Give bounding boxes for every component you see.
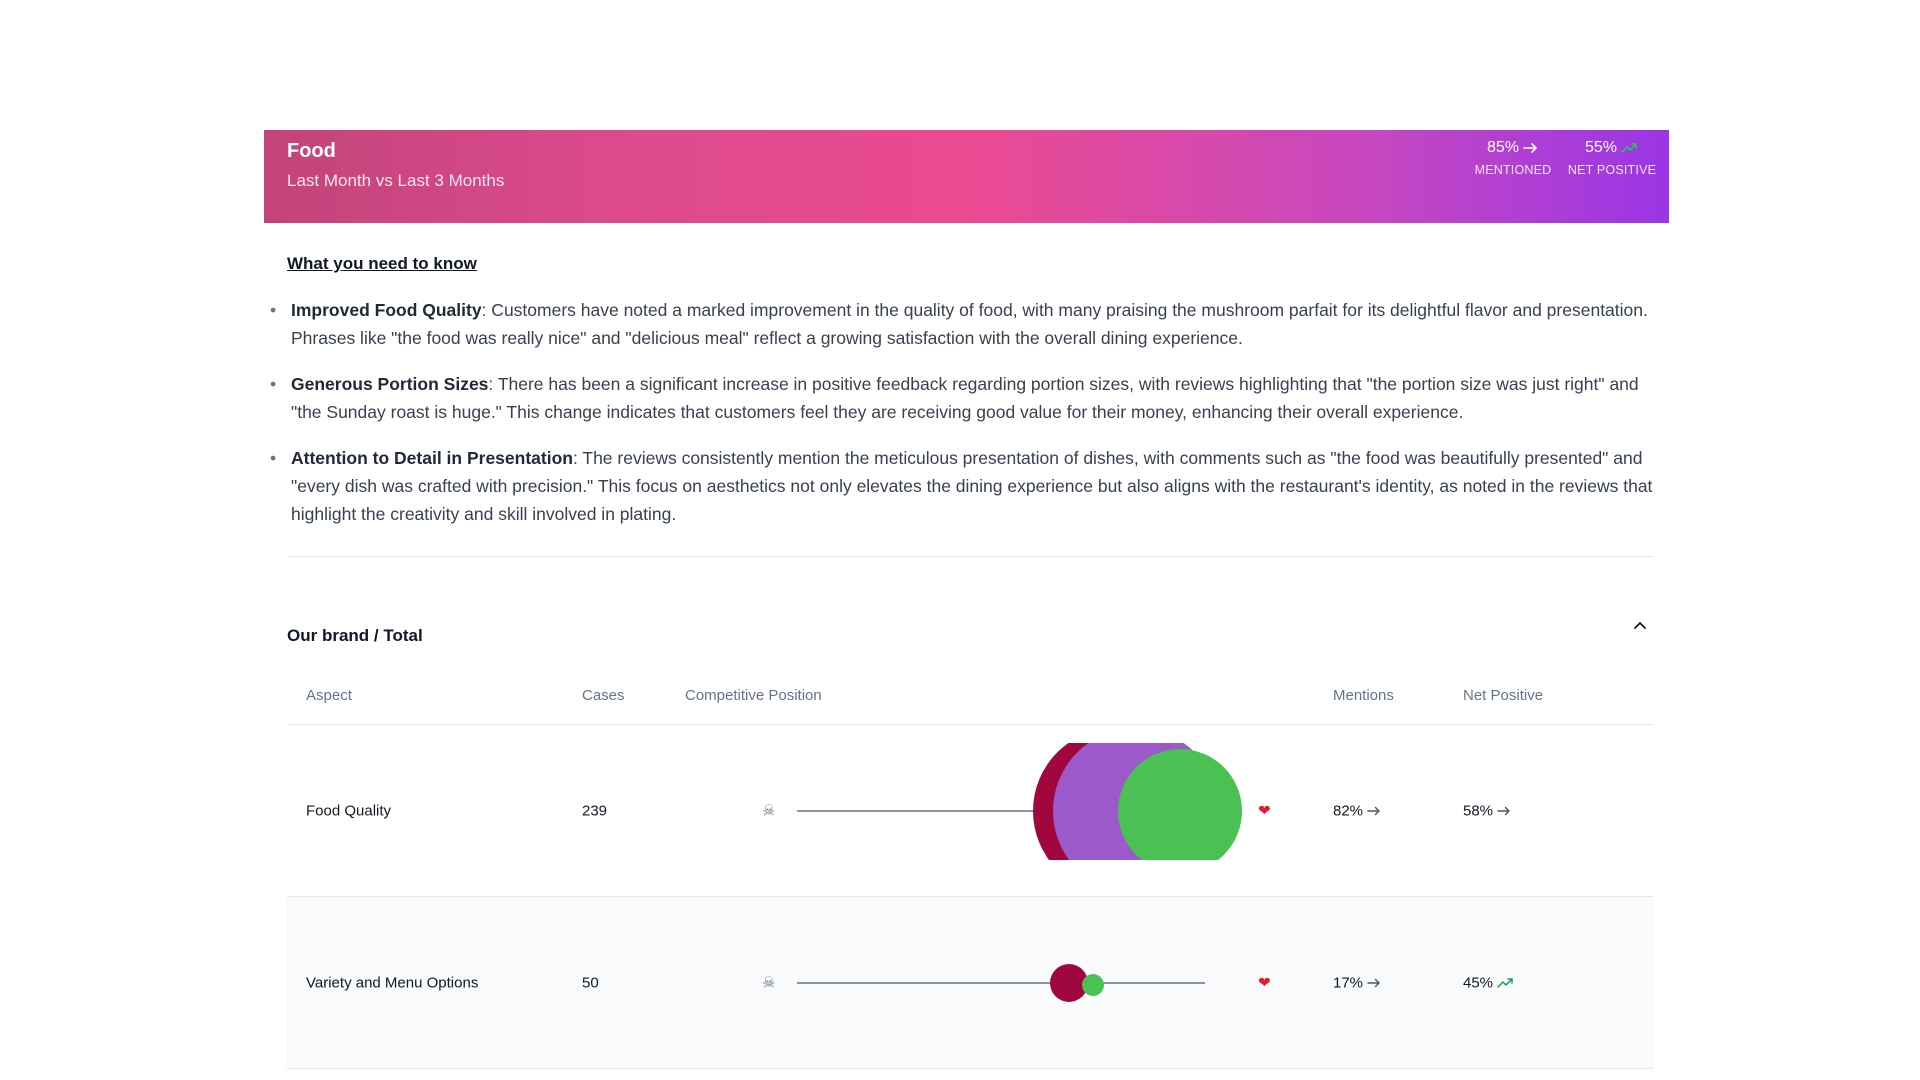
mentions-value-cell: 17% — [1333, 974, 1382, 991]
arrow-right-icon — [1497, 806, 1510, 815]
mentions-value-cell: 82% — [1333, 802, 1382, 819]
insight-item: • Improved Food Quality: Customers have … — [264, 296, 1654, 352]
skull-icon: ☠ — [762, 801, 776, 819]
net-positive-value: 58% — [1463, 802, 1494, 819]
summary-title: What you need to know — [287, 254, 477, 273]
category-title: Food — [287, 140, 336, 162]
mentioned-value: 85% — [1486, 139, 1520, 156]
trend-up-icon — [1497, 977, 1513, 988]
column-header-net-positive[interactable]: Net Positive — [1463, 687, 1544, 704]
aspect-table: Aspect Cases Competitive Position Mentio… — [287, 670, 1653, 1069]
mentions-value: 17% — [1333, 974, 1364, 991]
category-banner: Food Last Month vs Last 3 Months 85% MEN… — [264, 130, 1669, 223]
column-header-aspect[interactable]: Aspect — [306, 687, 352, 704]
competitive-position-chart — [797, 743, 1242, 860]
skull-icon: ☠ — [762, 973, 776, 991]
cases-count: 239 — [582, 802, 608, 819]
trend-up-icon — [1621, 143, 1637, 153]
insight-text: : There has been a significant increase … — [291, 374, 1639, 422]
section-divider — [287, 556, 1653, 557]
brand-section-title: Our brand / Total — [287, 626, 423, 645]
net-positive-value: 45% — [1463, 974, 1494, 991]
collapse-button[interactable] — [1630, 616, 1650, 636]
insight-heading: Generous Portion Sizes — [291, 374, 489, 394]
insight-heading: Attention to Detail in Presentation — [291, 448, 573, 468]
net-positive-value: 55% — [1584, 139, 1618, 156]
bubble-our-brand — [1118, 749, 1242, 860]
insight-text: : The reviews consistently mention the m… — [291, 448, 1653, 524]
aspect-name: Variety and Menu Options — [306, 974, 479, 991]
comparison-period: Last Month vs Last 3 Months — [287, 171, 505, 190]
net-positive-label: NET POSITIVE — [1567, 163, 1657, 177]
table-row[interactable]: Variety and Menu Options 50 ☠ ❤ 17% 45% — [287, 897, 1653, 1069]
mentions-value: 82% — [1333, 802, 1364, 819]
competitive-position-chart — [797, 964, 1205, 1002]
heart-icon: ❤ — [1258, 973, 1271, 991]
mentioned-stat: 85% MENTIONED — [1463, 139, 1563, 177]
net-positive-stat: 55% NET POSITIVE — [1562, 139, 1662, 177]
aspect-name: Food Quality — [306, 802, 392, 819]
chevron-up-icon — [1634, 622, 1646, 629]
column-header-mentions[interactable]: Mentions — [1333, 687, 1394, 704]
table-row[interactable]: Food Quality 239 ☠ ❤ 82% 58% — [287, 725, 1653, 897]
insight-item: • Generous Portion Sizes: There has been… — [264, 370, 1654, 426]
insight-text: : Customers have noted a marked improvem… — [291, 300, 1648, 348]
arrow-right-icon — [1367, 978, 1380, 987]
column-header-cases[interactable]: Cases — [582, 687, 625, 704]
arrow-right-icon — [1523, 143, 1537, 153]
net-positive-value-cell: 45% — [1463, 974, 1515, 991]
arrow-right-icon — [1367, 806, 1380, 815]
bubble-competitor — [1050, 964, 1088, 1002]
bullet-icon: • — [270, 300, 277, 320]
food-card: Food Last Month vs Last 3 Months 85% MEN… — [264, 130, 1669, 1080]
column-header-competitive-position[interactable]: Competitive Position — [685, 687, 822, 704]
bullet-icon: • — [270, 374, 277, 394]
insight-item: • Attention to Detail in Presentation: T… — [264, 444, 1654, 528]
cases-count: 50 — [582, 974, 599, 991]
table-header: Aspect Cases Competitive Position Mentio… — [287, 670, 1653, 725]
bubble-our-brand — [1082, 974, 1104, 996]
heart-icon: ❤ — [1258, 801, 1271, 819]
bullet-icon: • — [270, 448, 277, 468]
insight-list: • Improved Food Quality: Customers have … — [264, 296, 1654, 546]
mentioned-label: MENTIONED — [1474, 163, 1552, 177]
insight-heading: Improved Food Quality — [291, 300, 482, 320]
net-positive-value-cell: 58% — [1463, 802, 1512, 819]
